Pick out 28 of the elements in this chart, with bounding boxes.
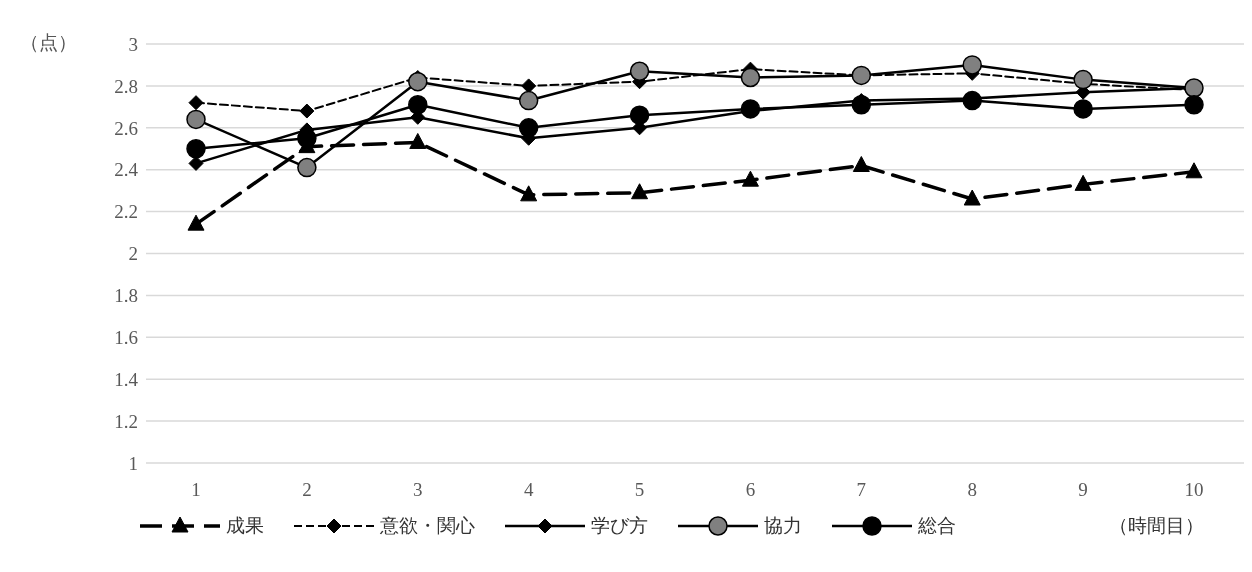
x-tick-label: 6: [745, 479, 756, 501]
legend-label: 成果: [226, 514, 264, 538]
y-tick-label: 1.8: [114, 285, 138, 307]
x-tick-label: 9: [1078, 479, 1088, 501]
y-tick-label: 3: [128, 33, 138, 55]
x-tick-label: 5: [634, 479, 645, 501]
y-tick-label: 1.4: [114, 368, 139, 390]
y-tick-label: 1.2: [114, 410, 138, 432]
x-tick-label: 2: [302, 479, 312, 501]
y-tick-label: 1: [128, 452, 138, 474]
y-tick-label: 1.6: [114, 327, 138, 349]
y-tick-label: 2.8: [114, 75, 138, 97]
legend-label: 学び方: [591, 514, 648, 538]
x-tick-label: 3: [413, 479, 423, 501]
y-tick-label: 2.4: [114, 159, 139, 181]
x-tick-label: 7: [856, 479, 867, 501]
legend-label: 総合: [918, 514, 956, 538]
x-axis-title: （時間目）: [1109, 514, 1204, 538]
y-axis-title: （点）: [20, 31, 77, 55]
legend-label: 意欲・関心: [380, 514, 475, 538]
y-tick-label: 2.6: [114, 117, 138, 139]
x-tick-label: 4: [523, 479, 534, 501]
x-tick-label: 8: [967, 479, 977, 501]
x-tick-label: 1: [191, 479, 201, 501]
x-tick-label: 10: [1184, 479, 1204, 501]
legend-label: 協力: [764, 514, 802, 538]
y-tick-label: 2: [128, 243, 138, 265]
y-tick-label: 2.2: [114, 201, 138, 223]
